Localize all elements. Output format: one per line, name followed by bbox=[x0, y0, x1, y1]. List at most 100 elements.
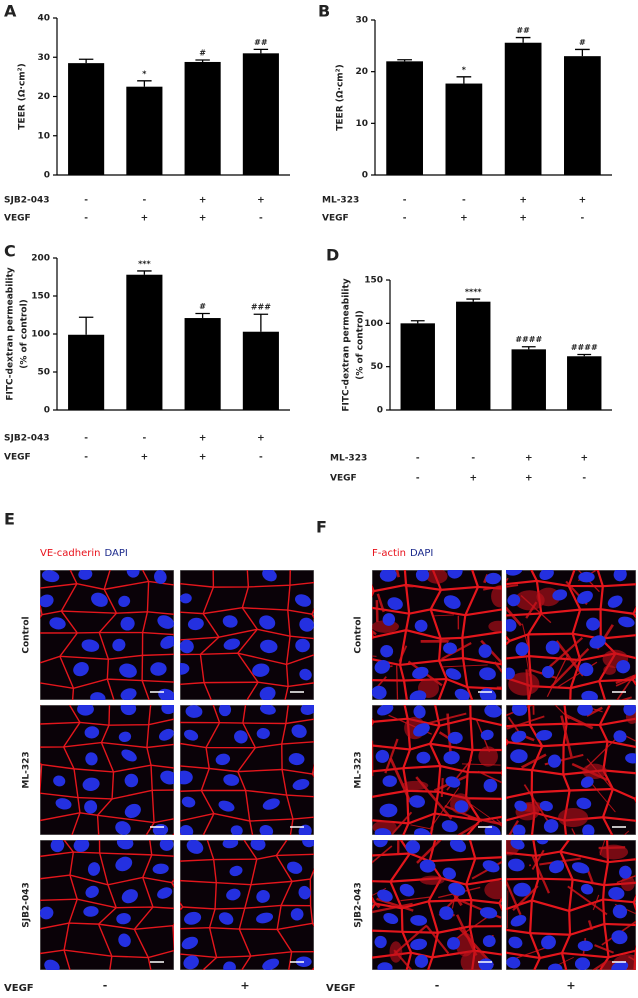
significance-label: * bbox=[142, 69, 147, 78]
bar bbox=[445, 83, 483, 175]
nucleus bbox=[82, 777, 100, 792]
bar bbox=[400, 323, 435, 410]
bar bbox=[68, 334, 105, 410]
nucleus bbox=[579, 662, 594, 677]
nucleus bbox=[295, 594, 312, 607]
actin-blob bbox=[620, 875, 635, 892]
significance-label: ## bbox=[254, 38, 268, 47]
micrograph bbox=[506, 705, 636, 835]
bar bbox=[386, 61, 423, 176]
actin-fiber bbox=[372, 902, 413, 914]
condition-sign: + bbox=[519, 214, 527, 224]
nucleus bbox=[447, 570, 463, 579]
actin-fiber bbox=[391, 811, 413, 835]
condition-sign: + bbox=[257, 434, 265, 444]
cell-border bbox=[202, 840, 218, 970]
nucleus bbox=[161, 705, 174, 715]
panel-label: F bbox=[316, 518, 327, 537]
cell-border bbox=[237, 705, 257, 835]
nucleus bbox=[586, 617, 600, 631]
nucleus bbox=[124, 803, 141, 818]
condition-name: VEGF bbox=[4, 453, 31, 463]
nucleus bbox=[256, 890, 270, 903]
nucleus bbox=[259, 705, 276, 715]
actin-fiber bbox=[591, 960, 607, 970]
nucleus bbox=[507, 594, 521, 607]
error-bar bbox=[466, 298, 481, 302]
actin-fiber bbox=[546, 653, 569, 698]
nucleus bbox=[377, 889, 393, 902]
actin-fiber bbox=[441, 642, 472, 661]
nucleus bbox=[373, 840, 388, 848]
nucleus bbox=[126, 570, 140, 578]
nucleus bbox=[230, 825, 243, 835]
nucleus bbox=[87, 862, 101, 876]
nucleus bbox=[184, 729, 199, 741]
nucleus bbox=[448, 882, 466, 896]
micrograph bbox=[180, 570, 314, 700]
error-bar bbox=[575, 48, 590, 57]
nucleus bbox=[510, 914, 527, 927]
nucleus bbox=[483, 778, 498, 793]
nucleus bbox=[112, 638, 126, 652]
condition-name: ML-323 bbox=[322, 196, 359, 206]
error-bar bbox=[397, 59, 412, 62]
significance-label: ## bbox=[516, 26, 530, 35]
cell-border bbox=[311, 763, 314, 778]
cell-border bbox=[389, 840, 413, 970]
nucleus bbox=[372, 685, 387, 700]
error-bar bbox=[577, 353, 592, 357]
cell-border bbox=[372, 583, 375, 640]
error-bar bbox=[521, 346, 536, 350]
nucleus bbox=[186, 840, 204, 854]
actin-fiber bbox=[591, 784, 616, 813]
nucleus bbox=[55, 798, 72, 810]
cell-border bbox=[62, 705, 81, 835]
actin-fiber bbox=[506, 584, 519, 588]
row-label: Control bbox=[22, 616, 32, 653]
micrograph bbox=[372, 840, 502, 970]
cell-border bbox=[199, 570, 220, 700]
stain-label: DAPI bbox=[410, 548, 433, 559]
nucleus bbox=[40, 906, 54, 920]
nucleus bbox=[623, 705, 636, 716]
condition-sign: - bbox=[143, 196, 147, 206]
y-axis-label: FITC-dextran permeability bbox=[6, 267, 16, 400]
actin-blob bbox=[558, 808, 589, 828]
nucleus bbox=[547, 963, 563, 970]
error-bar bbox=[195, 312, 210, 319]
nucleus bbox=[222, 615, 238, 628]
cell-border bbox=[402, 705, 412, 835]
nucleus bbox=[577, 940, 593, 952]
actin-fiber bbox=[483, 585, 502, 591]
cell-border bbox=[59, 570, 79, 700]
panel-label: B bbox=[318, 2, 330, 21]
cell-border bbox=[498, 896, 502, 912]
nucleus bbox=[181, 796, 196, 808]
actin-fiber bbox=[560, 715, 573, 758]
nucleus bbox=[409, 795, 425, 808]
nucleus bbox=[541, 666, 555, 679]
actin-fiber bbox=[395, 570, 400, 578]
condition-sign: - bbox=[582, 474, 586, 484]
nucleus bbox=[375, 749, 390, 763]
actin-fiber bbox=[372, 845, 393, 864]
actin-fiber bbox=[549, 647, 590, 689]
nucleus bbox=[262, 958, 280, 970]
nucleus bbox=[78, 570, 93, 580]
nucleus bbox=[442, 867, 456, 880]
cell-border bbox=[236, 570, 259, 700]
row-label: SJB2-043 bbox=[354, 882, 364, 927]
nucleus bbox=[44, 959, 60, 970]
cell-border bbox=[631, 605, 636, 687]
y-axis-label: FITC-dextran permeability bbox=[342, 278, 352, 411]
nucleus bbox=[536, 840, 549, 845]
condition-sign: - bbox=[416, 474, 420, 484]
nucleus bbox=[578, 571, 595, 583]
actin-blob bbox=[401, 780, 429, 791]
stain-label: F-actin bbox=[372, 548, 406, 559]
actin-fiber bbox=[424, 712, 467, 726]
significance-label: # bbox=[199, 302, 206, 311]
nucleus bbox=[121, 749, 137, 762]
condition-sign: + bbox=[257, 196, 265, 206]
